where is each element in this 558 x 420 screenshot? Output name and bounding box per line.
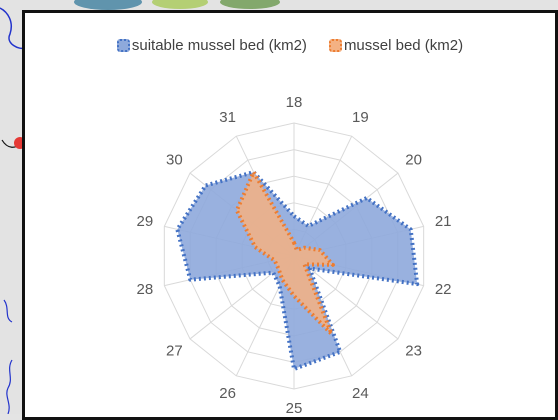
- category-label-27: 27: [166, 342, 183, 359]
- category-label-29: 29: [136, 213, 153, 230]
- radar-chart: 18 19 20 21 22 23 24 25 26 27 28 29 30 31: [25, 13, 555, 417]
- chart-frame: suitable mussel bed (km2) mussel bed (km…: [22, 10, 558, 420]
- category-label-25: 25: [286, 400, 303, 417]
- category-label-30: 30: [166, 152, 183, 169]
- category-label-18: 18: [286, 94, 303, 111]
- category-label-31: 31: [219, 109, 236, 126]
- category-label-24: 24: [352, 385, 369, 402]
- category-label-19: 19: [352, 109, 369, 126]
- category-label-22: 22: [435, 281, 452, 298]
- category-label-21: 21: [435, 213, 452, 230]
- category-label-28: 28: [136, 281, 153, 298]
- category-label-20: 20: [405, 152, 422, 169]
- category-label-23: 23: [405, 342, 422, 359]
- category-label-26: 26: [219, 385, 236, 402]
